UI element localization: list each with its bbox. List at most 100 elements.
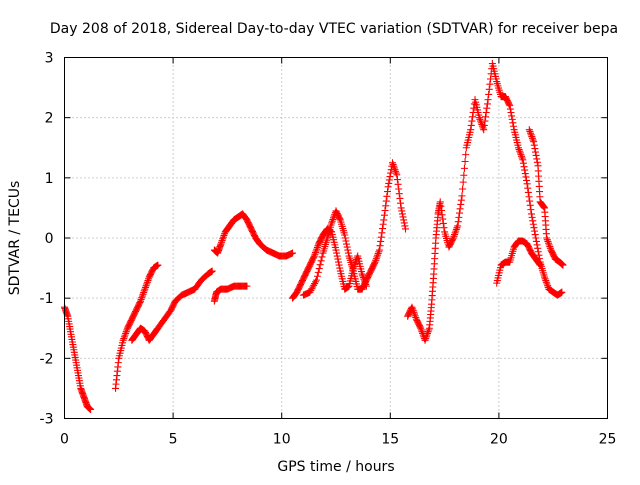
data-point [334,258,342,266]
data-point [388,159,396,167]
data-point [508,115,516,123]
data-point [398,207,406,215]
x-axis: 0 5 10 15 20 25 [60,57,616,448]
data-point [523,180,531,188]
data-point [395,190,403,198]
data-point [533,158,541,166]
data-point [422,333,430,341]
data-point [332,246,340,254]
data-point [358,270,366,278]
data-point [372,255,380,263]
data-point [452,227,460,235]
data-point [310,253,318,261]
data-point [527,210,535,218]
data-point [289,249,297,257]
data-point [545,241,553,249]
x-tick-label: 15 [381,432,399,448]
data-point [313,245,321,253]
data-point [400,216,408,224]
data-point [154,261,162,269]
x-axis-label: GPS time / hours [277,459,394,475]
data-point [454,218,462,226]
data-point [509,119,517,127]
data-point [314,268,322,276]
data-point [529,220,537,228]
y-tick-label: -2 [40,351,54,367]
data-point [505,100,513,108]
data-point [460,171,468,179]
data-point [317,257,325,265]
data-point [335,261,343,269]
data-point [141,283,149,291]
data-point [379,220,387,228]
data-point [143,278,151,286]
data-point [397,199,405,207]
data-point [469,113,477,121]
data-point [316,261,324,269]
data-point [457,200,465,208]
data-point [532,148,540,156]
data-point [378,229,386,237]
data-point [336,215,344,223]
data-point [541,273,549,281]
data-point [328,219,336,227]
data-point [531,227,539,235]
data-point [467,121,475,129]
data-point [341,231,349,239]
data-point [527,206,535,214]
data-point [219,233,227,241]
y-tick-label: 1 [45,171,54,187]
data-point [529,217,537,225]
data-point [536,260,544,268]
data-point [519,156,527,164]
data-point [514,144,522,152]
data-point [343,240,351,248]
data-point [383,192,391,200]
data-point [424,329,432,337]
y-tick-label: -1 [40,291,54,307]
y-tick-label: 3 [45,51,54,67]
data-point [119,336,127,344]
data-point [311,250,319,258]
data-point [381,206,389,214]
data-point [483,104,491,112]
data-point [531,145,539,153]
data-point [136,298,144,306]
data-point [440,224,448,232]
data-point [459,185,467,193]
data-point [218,237,226,245]
data-point [318,253,326,261]
y-tick-label: 2 [45,111,54,127]
data-point [391,166,399,174]
data-point [386,173,394,181]
data-point [518,152,526,160]
data-point [422,335,430,343]
data-point [437,206,445,214]
data-point [417,324,425,332]
data-point [382,197,390,205]
data-point [533,155,541,163]
data-point [530,224,538,232]
data-point [123,326,131,334]
data-point [312,278,320,286]
data-point [120,335,128,343]
series-0 [61,60,567,413]
data-point [372,256,380,264]
data-point [344,246,352,254]
data-point [475,114,483,122]
data-point [145,275,153,283]
y-axis-label: SDTVAR / TECUs [7,181,23,296]
data-point [374,251,382,259]
data-point [384,183,392,191]
data-point [455,213,463,221]
data-point [508,112,516,120]
data-point [393,176,401,184]
data-point [336,264,344,272]
data-point [482,109,490,117]
data-point [481,117,489,125]
data-point [528,213,536,221]
data-point [144,277,152,285]
data-point [208,267,216,275]
data-point [520,163,528,171]
